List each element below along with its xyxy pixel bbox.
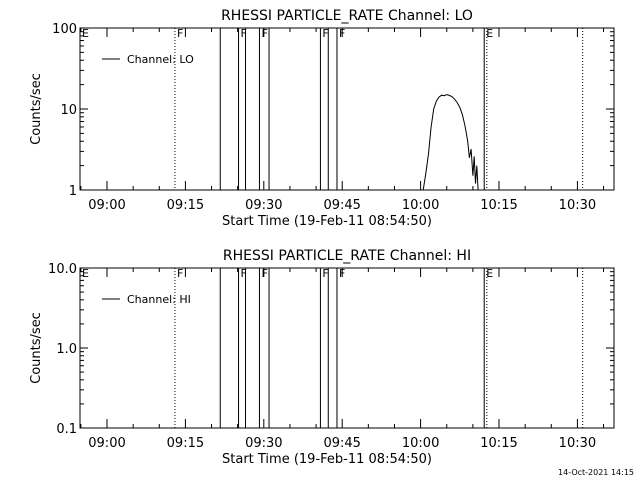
y-axis-label: Counts/sec bbox=[29, 73, 44, 145]
y-tick-label: 10.0 bbox=[48, 262, 77, 277]
plot-frame bbox=[79, 267, 615, 429]
x-tick-label: 09:15 bbox=[167, 198, 204, 213]
legend-label: Channel: LO bbox=[127, 53, 194, 66]
x-tick-label: 10:00 bbox=[402, 436, 439, 451]
event-marker-label: E bbox=[486, 267, 493, 280]
event-marker-label: F bbox=[241, 27, 247, 40]
y-tick-label: 100 bbox=[52, 22, 77, 37]
chart-panel-0: RHESSI PARTICLE_RATE Channel: LO 1 10 100 Co… bbox=[29, 8, 615, 229]
event-marker-label: F bbox=[339, 27, 345, 40]
left-marker-label: E bbox=[82, 27, 89, 40]
x-tick-label: 09:45 bbox=[323, 198, 360, 213]
chart-title: RHESSI PARTICLE_RATE Channel: LO bbox=[221, 8, 473, 24]
event-marker-label: F bbox=[261, 267, 267, 280]
legend-label: Channel: HI bbox=[127, 293, 191, 306]
event-marker-label: F bbox=[241, 267, 247, 280]
x-tick-label: 09:00 bbox=[88, 198, 125, 213]
x-tick-label: 10:15 bbox=[480, 436, 517, 451]
chart-title: RHESSI PARTICLE_RATE Channel: HI bbox=[223, 248, 471, 264]
x-tick-label: 10:30 bbox=[559, 436, 596, 451]
event-marker-label: F bbox=[322, 267, 328, 280]
y-tick-label: 0.1 bbox=[56, 422, 77, 437]
event-marker-label: F bbox=[339, 267, 345, 280]
event-marker-label: F bbox=[261, 27, 267, 40]
series-line bbox=[422, 94, 479, 191]
x-tick-label: 10:30 bbox=[559, 198, 596, 213]
x-tick-label: 10:15 bbox=[480, 198, 517, 213]
y-tick-label: 10 bbox=[60, 103, 77, 118]
x-axis-label: Start Time (19-Feb-11 08:54:50) bbox=[222, 452, 432, 467]
x-tick-label: 10:00 bbox=[402, 198, 439, 213]
x-tick-label: 09:30 bbox=[245, 436, 282, 451]
event-marker-label: E bbox=[486, 27, 493, 40]
x-tick-label: 09:15 bbox=[167, 436, 204, 451]
event-marker-label: F bbox=[177, 267, 183, 280]
event-marker-label: F bbox=[322, 27, 328, 40]
x-tick-label: 09:00 bbox=[88, 436, 125, 451]
y-tick-label: 1.0 bbox=[56, 342, 77, 357]
event-marker-label: F bbox=[177, 27, 183, 40]
y-axis-label: Counts/sec bbox=[29, 312, 44, 384]
x-tick-label: 09:30 bbox=[245, 198, 282, 213]
plot-timestamp: 14-Oct-2021 14:15 bbox=[558, 468, 634, 477]
x-axis-label: Start Time (19-Feb-11 08:54:50) bbox=[222, 214, 432, 229]
chart-panel-1: RHESSI PARTICLE_RATE Channel: HI 0.1 1.0 10… bbox=[29, 248, 615, 467]
left-marker-label: E bbox=[82, 267, 89, 280]
x-tick-label: 09:45 bbox=[323, 436, 360, 451]
y-tick-label: 1 bbox=[69, 184, 77, 199]
